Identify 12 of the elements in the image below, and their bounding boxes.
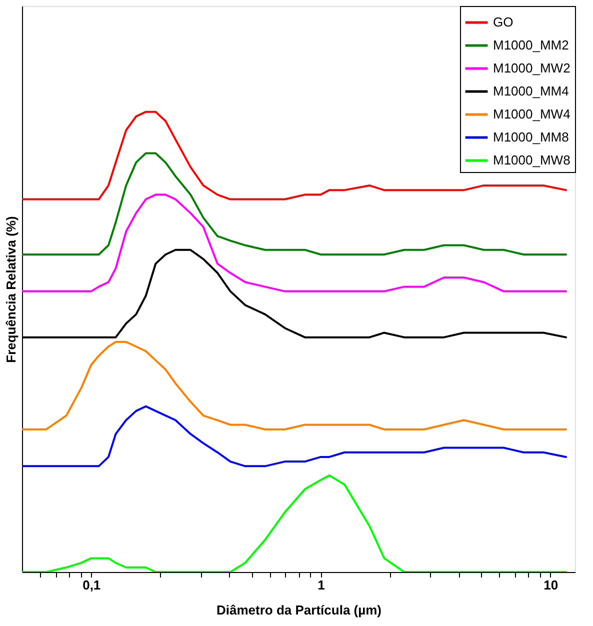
x-tick-label: 10 [544, 578, 558, 592]
legend-label: M1000_MM4 [493, 84, 569, 98]
legend-label: M1000_MM8 [493, 130, 569, 144]
legend-label: M1000_MW2 [493, 60, 570, 76]
x-tick-label: 1 [318, 578, 325, 592]
legend-label: M1000_MW8 [493, 152, 570, 168]
legend-label: M1000_MW4 [493, 106, 570, 122]
x-axis-title: Diâmetro da Partícula (µm) [216, 602, 382, 618]
legend-label: GO [493, 14, 514, 30]
x-tick-label: 0,1 [82, 578, 101, 592]
y-axis-title: Frequência Relativa (%) [4, 216, 18, 363]
legend-label: M1000_MM2 [493, 38, 569, 52]
